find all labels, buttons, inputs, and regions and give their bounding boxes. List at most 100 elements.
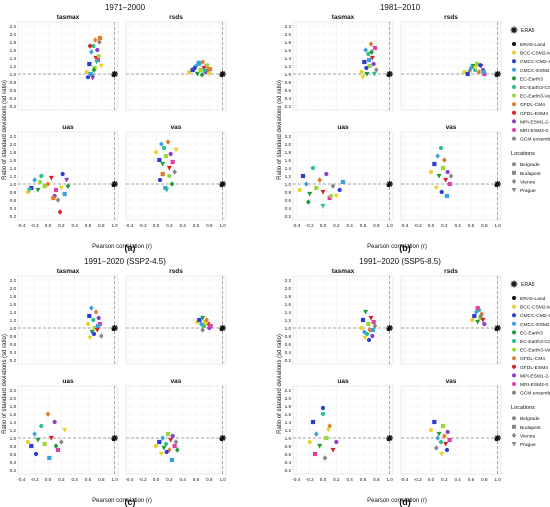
data-point (475, 319, 481, 325)
data-point (467, 68, 472, 74)
data-point (368, 315, 374, 321)
era5-land-marker (386, 73, 391, 77)
subplot: uas 0.2 0.4 0.6 0.8 1.0 1.2 1.4 1.6 1.8 2.0 2.2 -0.4… (10, 124, 119, 228)
era5-land-marker (219, 183, 224, 187)
data-point (165, 139, 171, 145)
data-point (297, 187, 302, 193)
data-point (37, 179, 43, 185)
y-tick-label: 2.0 (285, 142, 292, 147)
data-point (94, 59, 100, 65)
data-point (25, 439, 31, 445)
y-tick-label: 1.2 (285, 428, 292, 433)
legend-swatch (512, 313, 516, 318)
data-point (92, 325, 97, 331)
era5-land-marker (111, 327, 116, 332)
y-tick-label: 1.8 (285, 294, 292, 299)
data-point (364, 65, 369, 71)
legend-swatch (512, 382, 516, 386)
subplot: rsds (400, 14, 502, 111)
legend-model-label: GFDL-ESM4 (520, 111, 548, 117)
y-tick-label: 2.2 (285, 388, 292, 393)
y-tick-label: 2.2 (10, 278, 17, 283)
panel-letter: (d) (399, 497, 411, 507)
y-tick-label: 1.4 (285, 166, 292, 171)
y-tick-label: 1.6 (10, 48, 17, 53)
data-point (372, 323, 378, 329)
y-tick-label: 2.0 (285, 32, 292, 37)
data-point (51, 195, 56, 201)
y-tick-label: 0.2 (10, 214, 17, 219)
data-point (89, 329, 95, 335)
data-point (206, 71, 212, 77)
data-point (472, 313, 477, 319)
data-point (172, 443, 177, 449)
data-point (334, 439, 339, 445)
subplot: uas 0.2 0.4 0.6 0.8 1.0 1.2 1.4 1.6 1.8 2.0 2.2 -0.4… (285, 124, 394, 228)
data-point (200, 59, 205, 65)
data-point (439, 189, 444, 195)
y-tick-label: 1.4 (285, 56, 292, 61)
y-tick-label: 0.2 (285, 104, 292, 109)
y-tick-label: 1.2 (10, 174, 17, 179)
data-point (478, 63, 483, 68)
data-point (371, 61, 376, 67)
legend-swatch (512, 76, 516, 81)
x-tick-label: 0.0 (428, 223, 435, 228)
legend-model-label: BCC-CSM2-MR (520, 305, 550, 311)
data-point (447, 181, 452, 187)
data-point (48, 175, 54, 181)
data-point (91, 317, 96, 323)
data-point (55, 197, 61, 203)
y-tick-label: 0.8 (10, 190, 17, 195)
data-point (29, 443, 34, 449)
data-point (166, 165, 172, 171)
x-tick-label: 0.6 (360, 477, 367, 482)
legend-model-label: MRI-ESM2-0 (520, 382, 549, 388)
data-point (304, 181, 309, 187)
figure-panel: 1981–2010 tasmax 0.2 0.4 0.6 0.8 1.0 1.2 1.4 1.6 1… (277, 3, 550, 253)
x-tick-label: 0.6 (193, 477, 200, 482)
data-point (48, 435, 54, 441)
y-tick-label: 2.0 (10, 286, 17, 291)
data-point (55, 447, 61, 453)
subplot-title: uas (62, 124, 74, 131)
data-point (173, 147, 179, 153)
data-point (157, 177, 163, 183)
legend-swatch (512, 110, 516, 115)
x-tick-label: 0.2 (441, 477, 448, 482)
data-point (39, 173, 44, 179)
y-tick-label: 1.4 (285, 310, 292, 315)
data-point (320, 411, 326, 417)
data-point (169, 181, 175, 187)
data-point (434, 445, 439, 451)
data-point (333, 193, 339, 199)
data-point (93, 37, 98, 43)
data-point (62, 191, 67, 197)
y-tick-label: 1.8 (10, 40, 17, 45)
data-point (64, 177, 70, 183)
x-tick-label: 0.6 (360, 223, 367, 228)
y-tick-label: 1.8 (285, 40, 292, 45)
data-point (337, 187, 342, 193)
data-point (168, 437, 174, 443)
legend-model-label: CMCC-ESM2 (520, 322, 550, 328)
legend-swatch (512, 128, 516, 132)
x-tick-label: 0.8 (206, 477, 213, 482)
data-point (442, 157, 447, 163)
data-point (364, 331, 370, 337)
subplot-title: uas (337, 378, 349, 385)
x-tick-label: 0.2 (333, 477, 340, 482)
x-tick-label: 0.8 (206, 223, 213, 228)
data-point (170, 433, 175, 439)
data-point (53, 443, 59, 449)
data-point (327, 423, 332, 429)
era5-land-marker (386, 327, 391, 332)
data-point (363, 47, 368, 53)
y-tick-label: 0.4 (10, 206, 17, 211)
data-point (470, 317, 475, 323)
legend: ERA5 ERA5-Land BCC-CSM2-MR CMCC-CM2-SR5 CMCC… (510, 280, 550, 448)
data-point (95, 323, 101, 329)
data-point (197, 317, 202, 323)
data-point (84, 69, 89, 75)
legend: ERA5 ERA5-Land BCC-CSM2-MR CMCC-CM2-SR5 CMCC… (510, 26, 550, 194)
